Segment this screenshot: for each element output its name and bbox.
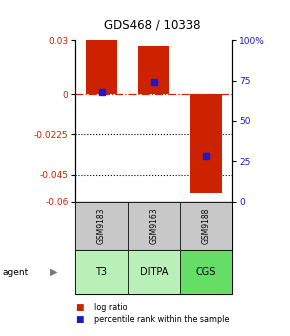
- Bar: [128, 250, 180, 294]
- Text: ▶: ▶: [50, 267, 57, 277]
- Bar: [138, 46, 169, 94]
- Text: GSM9188: GSM9188: [201, 208, 211, 244]
- Bar: [86, 40, 117, 94]
- Text: CGS: CGS: [196, 267, 216, 277]
- Text: log ratio: log ratio: [94, 303, 128, 312]
- Text: GSM9183: GSM9183: [97, 208, 106, 244]
- Bar: [190, 94, 222, 193]
- Bar: [128, 202, 180, 250]
- Bar: [180, 202, 232, 250]
- Text: ■: ■: [75, 303, 84, 312]
- Text: GSM9163: GSM9163: [149, 208, 158, 244]
- Bar: [75, 202, 128, 250]
- Text: percentile rank within the sample: percentile rank within the sample: [94, 315, 230, 324]
- Text: GDS468 / 10338: GDS468 / 10338: [104, 19, 200, 32]
- Bar: [180, 250, 232, 294]
- Text: DITPA: DITPA: [139, 267, 168, 277]
- Text: T3: T3: [95, 267, 108, 277]
- Bar: [75, 250, 128, 294]
- Text: ■: ■: [75, 315, 84, 324]
- Text: agent: agent: [3, 268, 29, 277]
